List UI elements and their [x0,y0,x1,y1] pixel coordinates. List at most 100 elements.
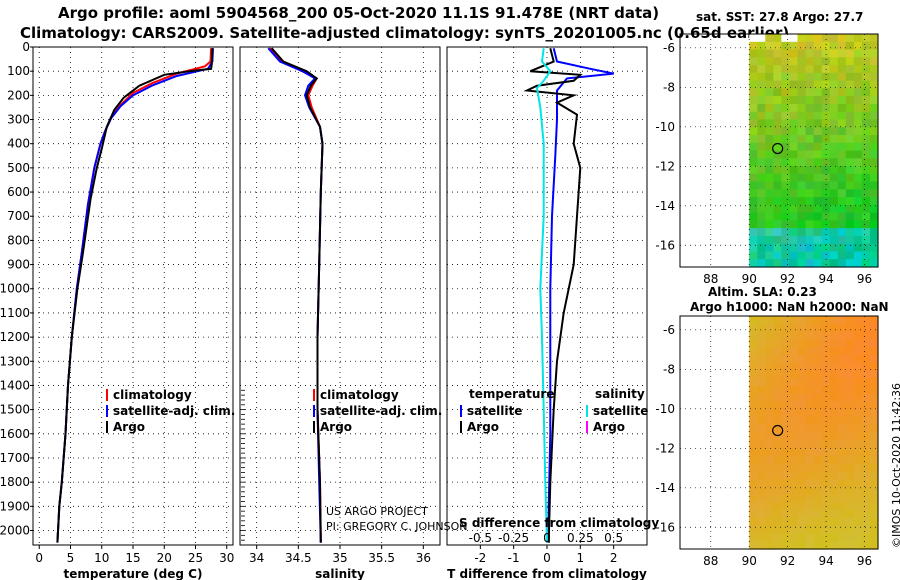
map-cell [773,541,782,550]
map-cell [765,417,774,426]
map-cell [821,34,831,43]
map-cell [773,57,782,66]
map-cell [789,370,799,379]
map-cell [781,370,790,379]
map-cell [837,517,847,527]
map-cell [765,424,774,434]
map-cell [789,432,799,441]
x-tick-label: -2 [474,551,486,565]
s-tick-label: 0 [543,531,551,545]
map-cell [781,111,790,121]
map-cell [765,57,774,66]
map-cell [757,323,766,333]
map-cell [821,533,831,542]
y-tick-label: 400 [7,137,30,151]
map-cell [853,197,863,206]
map-cell [845,103,855,113]
map-cell [773,385,782,395]
map-cell [870,424,879,434]
map-cell [837,127,847,136]
map-cell [861,88,871,97]
map-cell [870,181,879,190]
map-cell [781,510,790,519]
sst-map-title: sat. SST: 27.8 Argo: 27.7 [696,10,864,24]
map-cell [773,517,782,527]
map-cell [765,111,774,121]
map-cell [837,150,847,159]
map-cell [805,448,815,457]
map-cell [797,502,807,511]
map-cell [797,228,807,237]
map-cell [813,331,823,340]
map-cell [749,541,758,550]
legend-label: satellite-adj. clim. [320,404,442,418]
map-cell [821,393,831,403]
map-cell [829,448,839,457]
map-cell [821,440,831,449]
map-cell [853,251,863,260]
map-cell [837,479,847,488]
map-cell [789,65,799,74]
map-lat-label: -10 [655,402,675,416]
map-cell [757,354,766,364]
map-cell [829,510,839,519]
y-tick-label: 100 [7,64,30,78]
map-cell [829,197,839,206]
map-cell [749,494,758,503]
map-cell [797,135,807,144]
map-cell [749,65,758,74]
map-cell [837,541,847,550]
profile-location-marker [772,424,784,437]
map-cell [765,220,774,229]
map-cell [773,393,782,403]
project-annotation: PI: GREGORY C. JOHNSON [326,520,467,533]
map-cell [829,424,839,434]
s-axis-label: S difference from climatology [459,516,659,530]
map-cell [773,510,782,519]
map-cell [773,432,782,441]
legend-label: Argo [467,420,499,434]
map-cell [773,204,782,214]
map-cell [789,49,799,58]
map-cell [773,243,782,253]
map-cell [821,49,831,58]
map-cell [757,486,766,496]
map-cell [845,440,855,449]
map-cell [797,479,807,488]
map-cell [805,142,815,152]
series-line-climatology [56,48,213,543]
map-cell [813,181,823,190]
map-cell [757,533,766,542]
map-cell [861,197,871,206]
map-cell [821,409,831,418]
map-cell [821,354,831,364]
map-cell [781,65,790,74]
map-cell [813,49,823,58]
y-tick-label: 1700 [0,451,30,465]
map-cell [765,486,774,496]
map-cell [870,259,879,268]
map-cell [805,463,815,472]
map-cell [853,150,863,159]
map-cell [870,409,879,418]
map-cell [853,34,863,43]
map-cell [781,424,790,434]
map-lat-label: -8 [663,362,675,376]
map-cell [789,158,799,167]
map-cell [749,502,758,511]
legend-label: Argo [320,420,352,434]
map-cell [749,533,758,542]
map-cell [805,166,815,175]
map-cell [861,111,871,121]
map-cell [861,409,871,418]
map-cell [781,235,790,245]
map-cell [837,448,847,457]
map-cell [845,119,855,128]
map-cell [861,158,871,167]
map-cell [861,189,871,198]
map-cell [797,455,807,465]
map-cell [805,181,815,190]
map-cell [829,471,839,480]
map-cell [789,96,799,105]
map-cell [870,354,879,364]
